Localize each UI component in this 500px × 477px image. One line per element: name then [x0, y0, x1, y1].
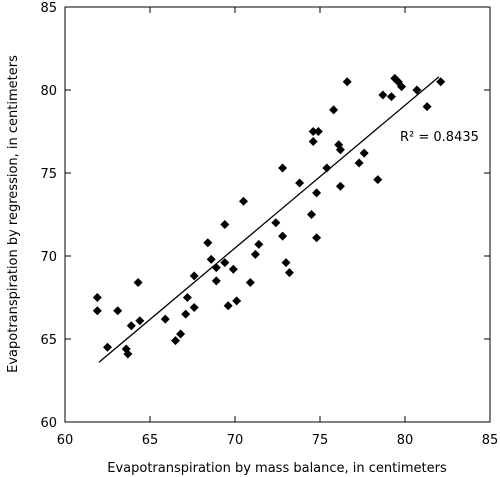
point	[133, 278, 143, 288]
point	[245, 278, 255, 288]
plot-frame	[64, 6, 491, 423]
point	[135, 316, 145, 326]
y-axis-label: Evapotranspiration by regression, in cen…	[6, 55, 21, 373]
point	[412, 85, 422, 95]
point	[182, 293, 192, 302]
point	[220, 219, 230, 229]
point	[211, 263, 221, 273]
point	[312, 233, 322, 243]
point	[278, 231, 288, 241]
point	[239, 196, 248, 206]
point	[397, 82, 407, 92]
point	[203, 238, 213, 248]
y-tick-label: 65	[40, 333, 57, 348]
point	[103, 342, 112, 352]
point	[92, 306, 102, 316]
point	[312, 188, 322, 198]
point	[278, 163, 288, 173]
point	[220, 258, 230, 268]
point	[295, 178, 305, 188]
annotation: R² = 0.8435	[400, 130, 479, 145]
point	[281, 258, 291, 268]
point	[354, 158, 364, 168]
point	[126, 321, 136, 331]
x-tick-label: 85	[482, 433, 499, 448]
y-tick-label: 70	[40, 250, 57, 265]
point	[335, 181, 345, 191]
point	[211, 276, 221, 286]
point	[308, 127, 318, 136]
point	[160, 314, 170, 324]
point	[171, 336, 180, 346]
point	[189, 271, 199, 281]
x-tick-label: 75	[312, 433, 329, 448]
point	[271, 218, 281, 228]
point	[284, 268, 294, 278]
point	[329, 105, 339, 115]
point	[250, 249, 260, 259]
point	[322, 163, 332, 173]
point	[373, 175, 383, 185]
point	[232, 296, 242, 306]
point	[378, 90, 388, 100]
point	[359, 148, 369, 158]
point	[176, 329, 186, 339]
x-tick-label: 65	[142, 433, 159, 448]
point	[181, 309, 191, 319]
point	[308, 136, 318, 146]
point	[422, 102, 432, 112]
point	[123, 349, 133, 359]
trendline	[98, 76, 440, 363]
x-axis-label: Evapotranspiration by mass balance, in c…	[107, 461, 447, 476]
point	[342, 77, 352, 87]
point	[436, 77, 446, 87]
point	[335, 145, 345, 155]
point	[386, 92, 396, 102]
point	[307, 210, 316, 219]
x-tick-label: 70	[227, 433, 244, 448]
point	[189, 302, 199, 312]
y-tick-label: 85	[40, 1, 57, 16]
x-tick-label: 80	[397, 433, 414, 448]
point	[313, 127, 323, 136]
y-tick-label: 80	[40, 84, 57, 99]
point	[113, 306, 123, 316]
point	[254, 239, 264, 249]
point	[206, 254, 216, 264]
point	[92, 293, 102, 302]
x-tick-label: 60	[57, 433, 74, 448]
point	[223, 301, 233, 311]
y-tick-label: 60	[40, 416, 57, 431]
point	[228, 264, 238, 274]
y-tick-label: 75	[40, 167, 57, 182]
